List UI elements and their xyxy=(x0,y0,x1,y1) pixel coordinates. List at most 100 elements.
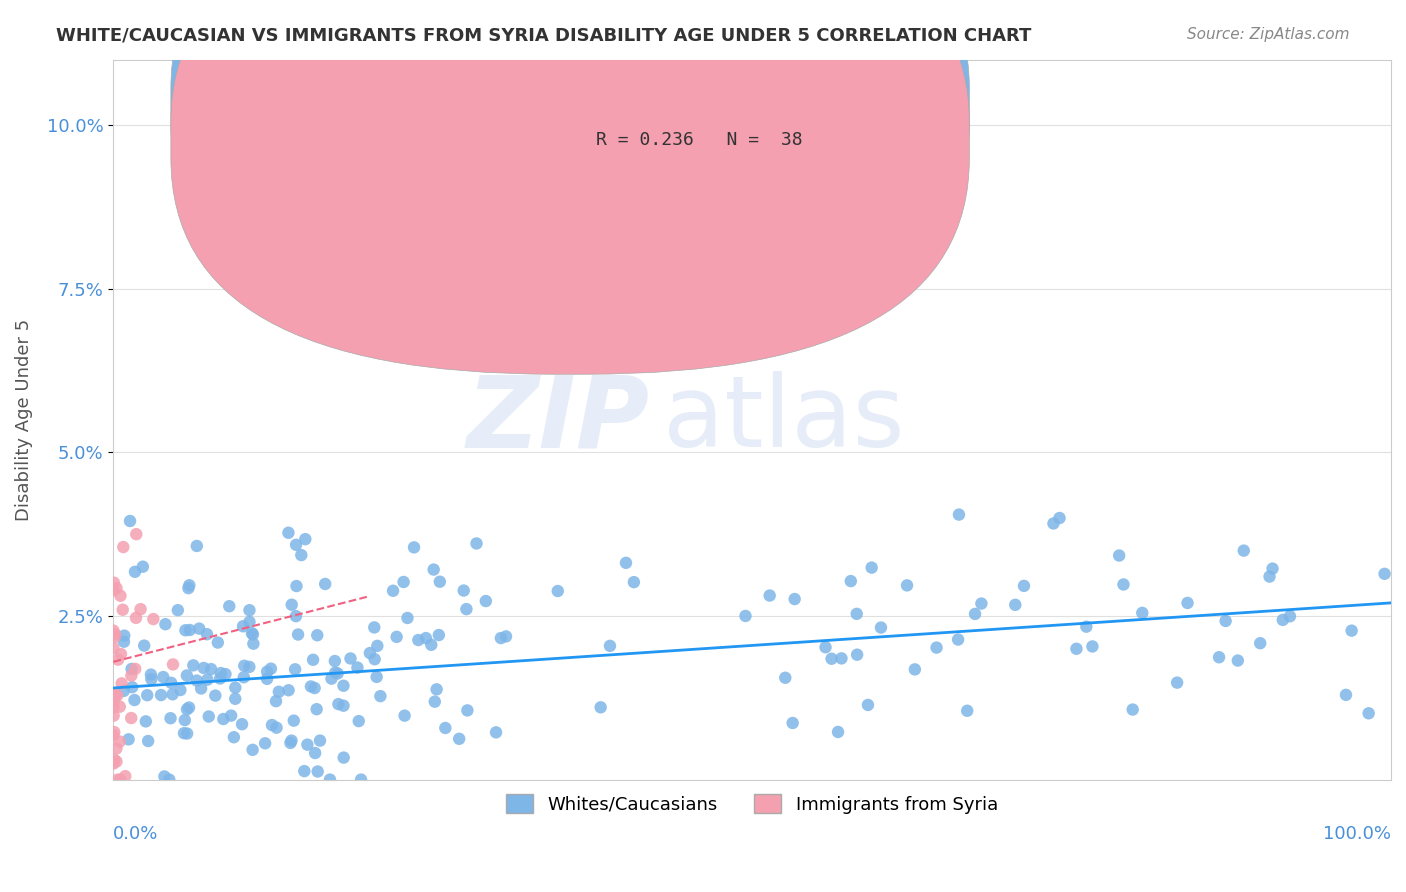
Point xyxy=(321,672,343,686)
Point xyxy=(103,700,125,714)
Point xyxy=(103,695,125,709)
Point xyxy=(214,667,236,681)
Point xyxy=(125,611,148,625)
Point xyxy=(589,700,612,714)
Point xyxy=(142,612,165,626)
Point xyxy=(1108,549,1130,563)
Point xyxy=(285,579,308,593)
Point xyxy=(1012,579,1035,593)
Point xyxy=(1042,516,1064,531)
Point xyxy=(456,703,478,717)
Point xyxy=(124,693,146,707)
Point xyxy=(166,603,188,617)
Point xyxy=(1076,620,1098,634)
Point xyxy=(856,698,879,712)
Point xyxy=(1340,624,1362,638)
Point xyxy=(392,574,415,589)
Point xyxy=(176,702,198,716)
Point xyxy=(260,662,283,676)
Point xyxy=(326,666,349,681)
Point xyxy=(1233,543,1256,558)
Point xyxy=(614,556,637,570)
Point xyxy=(623,575,645,590)
Y-axis label: Disability Age Under 5: Disability Age Under 5 xyxy=(15,318,32,521)
Point xyxy=(309,733,332,747)
FancyBboxPatch shape xyxy=(172,0,969,341)
Point xyxy=(139,667,162,681)
Point xyxy=(190,681,212,696)
Point xyxy=(382,583,405,598)
Point xyxy=(193,661,215,675)
FancyBboxPatch shape xyxy=(172,0,969,375)
Point xyxy=(495,629,517,643)
Point xyxy=(1177,596,1199,610)
Point xyxy=(118,514,141,528)
Point xyxy=(1357,706,1379,721)
Point xyxy=(264,694,287,708)
Point xyxy=(195,627,218,641)
Point xyxy=(107,653,129,667)
Point xyxy=(152,670,174,684)
Point xyxy=(277,683,299,698)
Point xyxy=(870,621,893,635)
Point xyxy=(339,651,361,665)
Point xyxy=(860,560,883,574)
Point xyxy=(212,712,235,726)
Point xyxy=(179,578,201,592)
Point xyxy=(105,741,128,756)
Point xyxy=(207,635,229,649)
Point xyxy=(290,548,312,562)
Point xyxy=(297,738,319,752)
Point xyxy=(105,581,128,595)
Point xyxy=(350,772,373,787)
Point xyxy=(427,628,450,642)
Point xyxy=(363,652,385,666)
Point xyxy=(284,662,307,676)
Point xyxy=(103,725,125,739)
Point xyxy=(839,574,862,588)
Text: R = 0.236   N =  38: R = 0.236 N = 38 xyxy=(596,131,803,149)
Point xyxy=(280,736,302,750)
Point xyxy=(132,559,155,574)
Point xyxy=(174,624,197,638)
Point xyxy=(782,716,804,731)
Point xyxy=(292,764,315,778)
Point xyxy=(103,641,125,656)
Point xyxy=(103,728,125,742)
Point xyxy=(299,680,322,694)
Point xyxy=(124,565,146,579)
Point xyxy=(319,772,342,787)
Point xyxy=(233,658,256,673)
Point xyxy=(110,772,132,787)
Point xyxy=(183,658,205,673)
Point xyxy=(224,691,246,706)
Point xyxy=(304,681,326,695)
Point xyxy=(783,592,806,607)
Point xyxy=(970,597,993,611)
FancyBboxPatch shape xyxy=(529,67,931,171)
Point xyxy=(314,577,336,591)
Point xyxy=(104,688,127,702)
Point xyxy=(896,578,918,592)
Point xyxy=(1334,688,1357,702)
Point xyxy=(434,721,457,735)
Point xyxy=(420,638,443,652)
Point xyxy=(219,708,242,723)
Point xyxy=(242,627,264,641)
Point xyxy=(1004,598,1026,612)
Point xyxy=(209,672,232,686)
Point xyxy=(150,688,173,702)
Point xyxy=(547,584,569,599)
Point xyxy=(283,714,305,728)
Point xyxy=(305,702,328,716)
Point xyxy=(415,631,437,645)
Point xyxy=(222,731,245,745)
Point xyxy=(176,726,198,740)
Point xyxy=(963,607,986,621)
Point xyxy=(366,670,388,684)
Point xyxy=(238,660,260,674)
Point xyxy=(108,699,131,714)
Point xyxy=(111,676,134,690)
Point xyxy=(346,660,368,674)
Point xyxy=(157,772,180,787)
